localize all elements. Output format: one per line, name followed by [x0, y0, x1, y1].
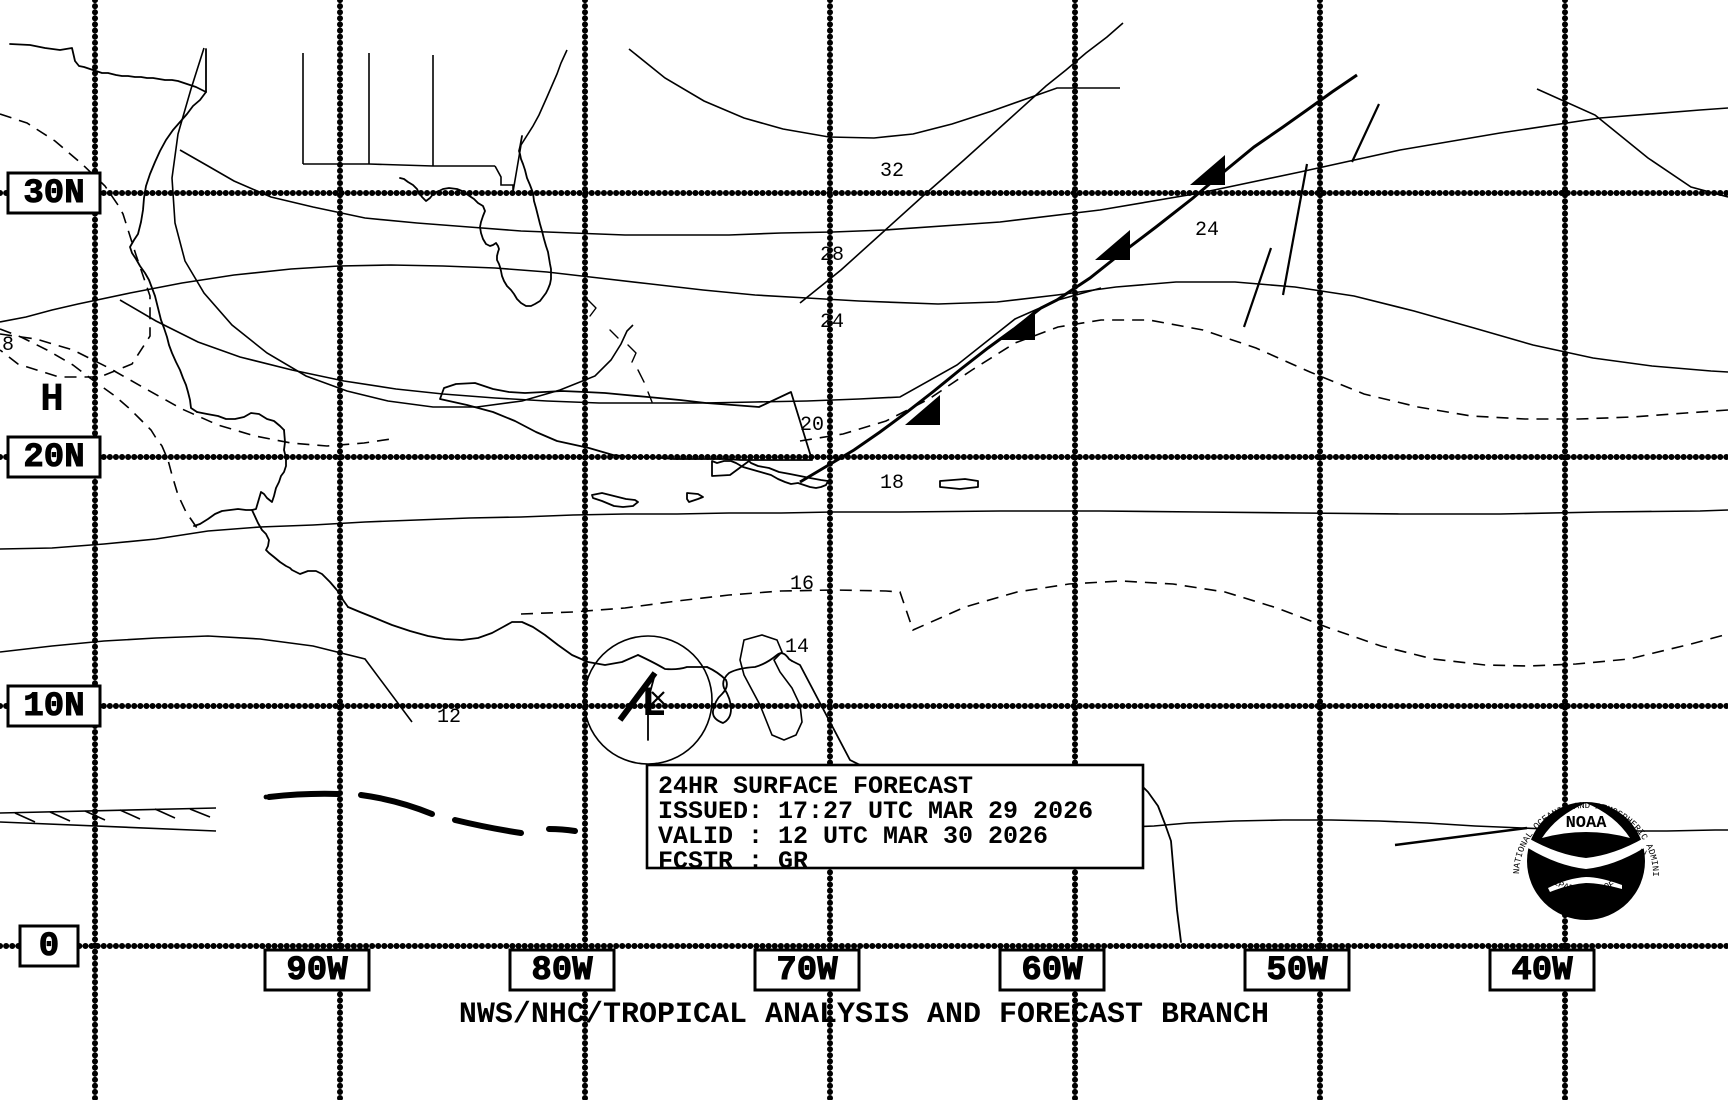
- svg-text:20: 20: [800, 414, 824, 437]
- svg-text:8: 8: [2, 334, 14, 357]
- svg-text:70W: 70W: [776, 952, 838, 990]
- svg-text:0: 0: [39, 928, 59, 966]
- svg-text:40W: 40W: [1511, 952, 1573, 990]
- svg-text:80W: 80W: [531, 952, 593, 990]
- svg-text:14: 14: [785, 636, 809, 659]
- svg-text:50W: 50W: [1266, 952, 1328, 990]
- svg-text:60W: 60W: [1021, 952, 1083, 990]
- svg-text:18: 18: [880, 472, 904, 495]
- svg-text:30N: 30N: [23, 175, 84, 213]
- svg-text:FCSTR : GR: FCSTR : GR: [658, 847, 808, 876]
- svg-text:28: 28: [820, 244, 844, 267]
- svg-text:24: 24: [1195, 219, 1219, 242]
- svg-text:12: 12: [437, 706, 461, 729]
- svg-text:20N: 20N: [23, 439, 84, 477]
- svg-text:90W: 90W: [286, 952, 348, 990]
- svg-text:NOAA: NOAA: [1566, 814, 1608, 833]
- svg-text:H: H: [40, 378, 64, 423]
- svg-text:32: 32: [880, 160, 904, 183]
- svg-text:16: 16: [790, 573, 814, 596]
- svg-text:10N: 10N: [23, 688, 84, 726]
- svg-text:24: 24: [820, 311, 844, 334]
- svg-text:NWS/NHC/TROPICAL ANALYSIS AND: NWS/NHC/TROPICAL ANALYSIS AND FORECAST B…: [459, 998, 1269, 1032]
